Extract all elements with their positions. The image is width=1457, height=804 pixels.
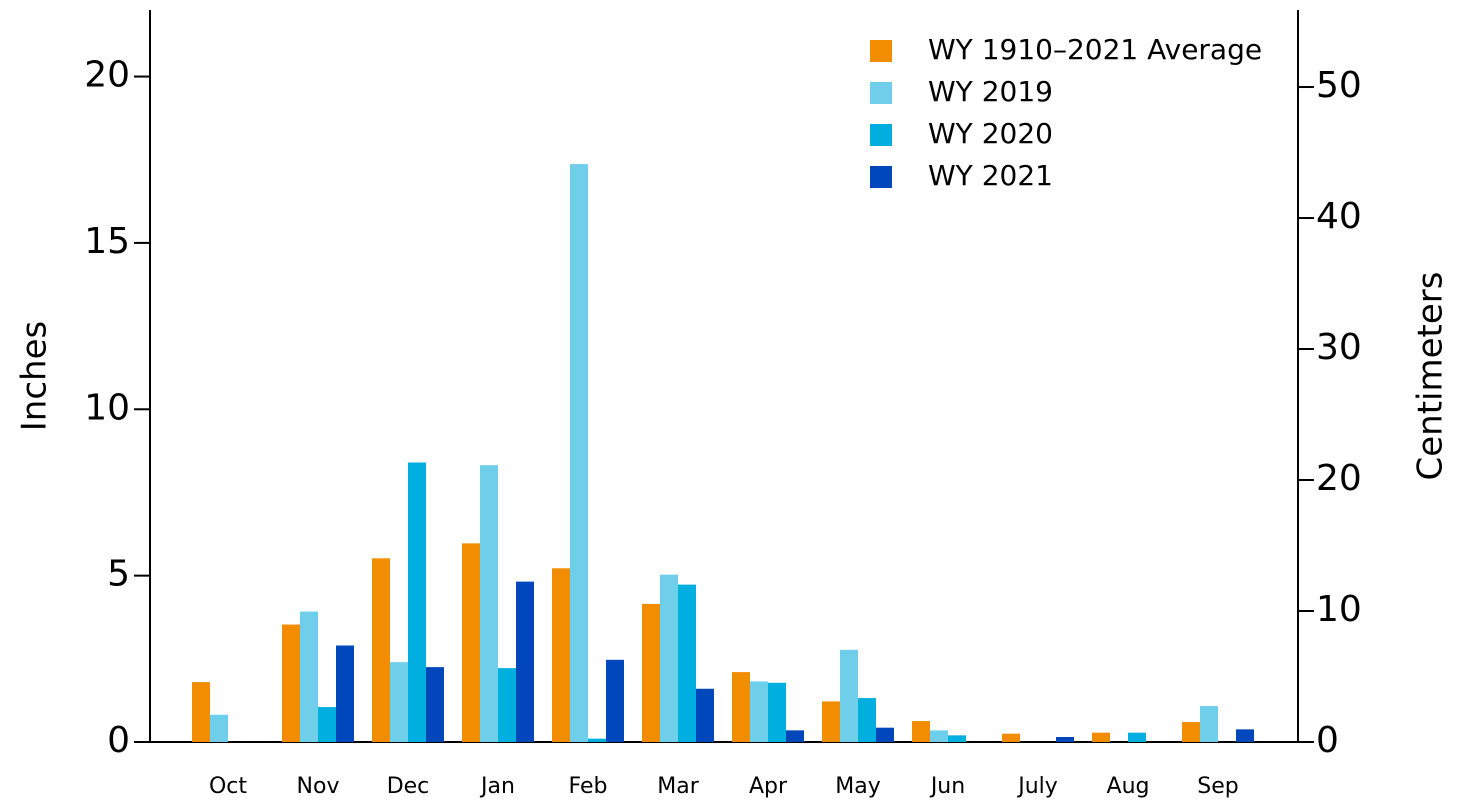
y2-tick-label: 50	[1316, 65, 1362, 106]
legend-swatch	[870, 166, 892, 188]
x-tick-label: Mar	[657, 774, 699, 799]
bar	[1182, 722, 1200, 742]
bar	[678, 584, 696, 742]
y2-tick-label: 10	[1316, 589, 1362, 630]
bar	[300, 611, 318, 742]
x-tick-label: Aug	[1107, 774, 1150, 799]
bar	[822, 701, 840, 742]
x-tick-label: July	[1016, 774, 1058, 799]
bar	[480, 465, 498, 742]
bar	[696, 688, 714, 742]
y-tick-label: 5	[107, 554, 130, 595]
legend-swatch	[870, 82, 892, 104]
bar	[1200, 706, 1218, 742]
bar	[570, 164, 588, 742]
x-tick-label: Sep	[1197, 774, 1238, 799]
legend-swatch	[870, 124, 892, 146]
bar	[192, 682, 210, 742]
legend-label: WY 2019	[928, 75, 1053, 108]
legend-swatch	[870, 40, 892, 62]
bar	[552, 568, 570, 742]
bar	[840, 649, 858, 742]
bar	[948, 735, 966, 742]
bar	[606, 659, 624, 742]
y-tick-label: 10	[84, 387, 130, 428]
x-tick-label: Jun	[929, 774, 965, 799]
bar	[768, 682, 786, 742]
x-tick-label: Nov	[297, 774, 340, 799]
x-tick-label: Feb	[569, 774, 608, 799]
bar	[732, 672, 750, 742]
bar	[660, 574, 678, 742]
bar	[588, 738, 606, 742]
y2-axis-title: Centimeters	[1411, 272, 1451, 481]
bar	[750, 681, 768, 742]
bar	[462, 543, 480, 742]
x-tick-label: Jan	[479, 774, 515, 799]
bar	[930, 730, 948, 742]
x-tick-label: Apr	[749, 774, 788, 799]
bar	[408, 462, 426, 742]
bar	[426, 667, 444, 742]
y-tick-label: 15	[84, 221, 130, 262]
bar	[282, 624, 300, 742]
legend-label: WY 2021	[928, 159, 1053, 192]
y2-tick-label: 40	[1316, 196, 1362, 237]
bar	[1056, 737, 1074, 742]
bar	[1002, 733, 1020, 742]
bar	[210, 714, 228, 742]
legend-label: WY 1910–2021 Average	[928, 33, 1262, 66]
x-tick-label: Oct	[209, 774, 247, 799]
bar	[318, 707, 336, 742]
bar	[336, 645, 354, 742]
bar	[498, 668, 516, 742]
bar	[1092, 732, 1110, 742]
bar	[876, 727, 894, 742]
bar	[786, 730, 804, 742]
x-tick-label: May	[835, 774, 880, 799]
y-axis-title: Inches	[15, 321, 55, 431]
y2-tick-label: 30	[1316, 327, 1362, 368]
bar	[912, 721, 930, 742]
bar	[372, 558, 390, 742]
bar	[858, 698, 876, 742]
bar	[1128, 732, 1146, 742]
legend-label: WY 2020	[928, 117, 1053, 150]
x-tick-label: Dec	[387, 774, 430, 799]
bar	[390, 662, 408, 742]
bar	[1236, 729, 1254, 742]
bar	[516, 581, 534, 742]
y-tick-label: 0	[107, 720, 130, 761]
y2-tick-label: 0	[1316, 720, 1339, 761]
y-tick-label: 20	[84, 55, 130, 96]
y2-tick-label: 20	[1316, 458, 1362, 499]
bar	[642, 603, 660, 742]
